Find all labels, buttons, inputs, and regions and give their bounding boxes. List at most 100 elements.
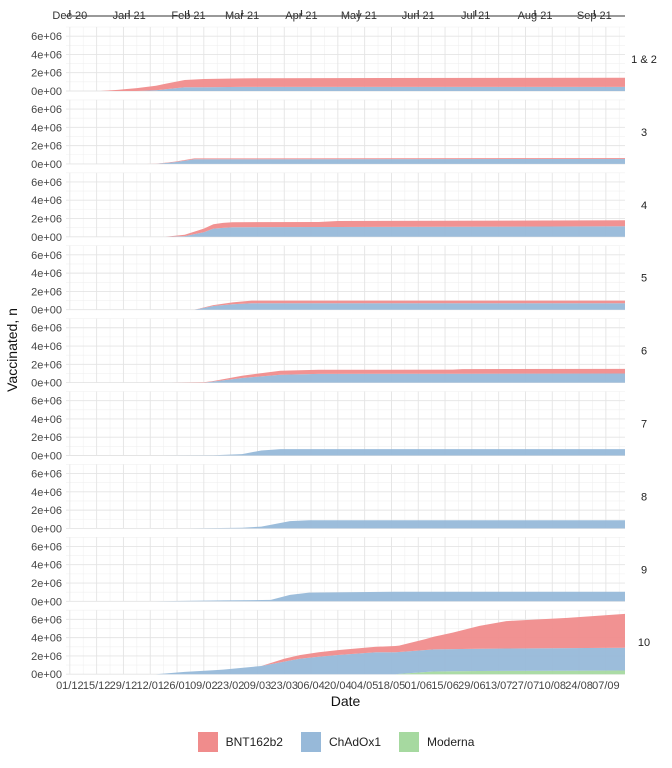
area-chadox1 [161,449,625,456]
y-tick-label: 4e+06 [31,122,62,134]
x-tick-label: 20/04 [324,680,352,692]
y-tick-label: 6e+06 [31,323,62,335]
top-axis: Dec 20 Jan 21 Feb 21 Mar 21 Apr 21 May 21 Jun … [52,10,625,22]
x-tick-label: 29/12 [110,680,138,692]
x-tick-label: 23/03 [270,680,298,692]
legend-swatch-chadox1 [300,732,321,752]
legend-item-chadox1: ChAdOx1 [300,732,382,752]
facet-panel: 0e+00 2e+06 4e+06 6e+06 9 [31,536,647,608]
x-tick-label: 13/07 [485,680,513,692]
y-tick-label: 2e+06 [31,359,62,371]
area-bnt162b2 [156,613,625,675]
y-tick-label: 4e+06 [31,341,62,353]
facet-strip-label: 3 [641,127,647,139]
facet-strip-label: 10 [638,637,650,649]
facet-panel: 0e+00 2e+06 4e+06 6e+06 1 & 2 [31,26,657,98]
y-tick-label: 0e+00 [31,669,62,681]
facet-strip-label: 6 [641,346,647,358]
y-tick-label: 0e+00 [31,159,62,171]
y-tick-label: 0e+00 [31,523,62,535]
x-tick-label: 07/09 [592,680,620,692]
area-chadox1 [188,520,625,529]
area-bnt162b2 [100,77,625,91]
area-bnt162b2 [165,300,625,310]
facet-panel: 0e+00 2e+06 4e+06 6e+06 7 [31,391,647,463]
x-tick-label: 18/05 [378,680,406,692]
facet-panel: 0e+00 2e+06 4e+06 6e+06 8 [31,464,647,535]
area-chadox1 [171,373,626,383]
top-axis-tick-label: Sep 21 [577,10,612,22]
y-tick-label: 6e+06 [31,614,62,626]
top-axis-tick-label: Jul 21 [461,10,490,22]
y-tick-label: 2e+06 [31,578,62,590]
x-tick-label: 09/02 [190,680,218,692]
top-axis-tick-label: Aug 21 [518,10,553,22]
y-tick-label: 6e+06 [31,469,62,481]
area-moderna [156,670,625,675]
x-tick-label: 27/07 [512,680,540,692]
y-tick-label: 2e+06 [31,505,62,517]
facet-strip-label: 4 [641,200,647,212]
area-chadox1 [100,86,625,91]
facet-strip-label: 8 [641,491,647,503]
facet-strip-label: 1 & 2 [631,54,657,66]
y-tick-label: 4e+06 [31,487,62,499]
x-axis-title: Date [331,693,361,709]
top-axis-tick-label: Mar 21 [225,10,259,22]
facet-panel: 0e+00 2e+06 4e+06 6e+06 10 [31,609,650,681]
facet-strip-label: 9 [641,564,647,576]
y-tick-label: 2e+06 [31,286,62,298]
area-chadox1 [165,303,625,310]
top-axis-tick-label: Dec 20 [52,10,87,22]
bottom-axis: 01/12 15/12 29/12 12/01 26/01 09/02 23/02 09/03… [56,680,620,692]
y-tick-label: 0e+00 [31,86,62,98]
y-tick-label: 2e+06 [31,651,62,663]
x-tick-label: 09/03 [244,680,272,692]
x-tick-label: 15/12 [83,680,111,692]
y-tick-label: 4e+06 [31,414,62,426]
top-axis-tick-label: Jan 21 [113,10,146,22]
y-tick-label: 6e+06 [31,177,62,189]
legend: BNT162b2 ChAdOx1 Moderna [0,728,672,756]
y-tick-label: 4e+06 [31,268,62,280]
legend-label-bnt162b2: BNT162b2 [225,735,283,749]
y-tick-label: 0e+00 [31,378,62,390]
y-tick-label: 4e+06 [31,633,62,645]
y-tick-label: 6e+06 [31,396,62,408]
legend-item-bnt162b2: BNT162b2 [197,732,283,752]
top-axis-tick-label: Feb 21 [171,10,205,22]
y-tick-label: 0e+00 [31,596,62,608]
legend-label-moderna: Moderna [427,735,475,749]
top-axis-tick-label: Apr 21 [285,10,317,22]
legend-item-moderna: Moderna [399,732,474,752]
x-tick-label: 10/08 [538,680,566,692]
facet-panel: 0e+00 2e+06 4e+06 6e+06 3 [31,99,647,171]
facet-strip-label: 5 [641,273,647,285]
legend-swatch-moderna [399,732,420,752]
legend-swatch-bnt162b2 [197,732,218,752]
legend-label-chadox1: ChAdOx1 [328,735,382,749]
area-chadox1 [165,226,625,237]
x-tick-label: 04/05 [351,680,379,692]
area-chadox1 [156,647,625,675]
facet-panel: 0e+00 2e+06 4e+06 6e+06 4 [31,172,647,244]
facet-panel: 0e+00 2e+06 4e+06 6e+06 6 [31,318,647,390]
y-tick-label: 2e+06 [31,68,62,80]
top-axis-tick-label: May 21 [341,10,377,22]
y-tick-label: 0e+00 [31,305,62,317]
top-axis-tick-label: Jun 21 [402,10,435,22]
x-tick-label: 15/06 [431,680,459,692]
x-tick-label: 29/06 [458,680,486,692]
y-tick-label: 4e+06 [31,195,62,207]
y-tick-label: 6e+06 [31,104,62,116]
y-tick-label: 6e+06 [31,250,62,262]
area-chadox1 [154,591,625,602]
y-tick-label: 4e+06 [31,560,62,572]
facet-panel: 0e+00 2e+06 4e+06 6e+06 5 [31,245,647,317]
area-chadox1 [108,158,626,164]
area-bnt162b2 [171,368,626,383]
area-bnt162b2 [165,220,625,237]
y-tick-label: 0e+00 [31,451,62,463]
y-tick-label: 6e+06 [31,541,62,553]
